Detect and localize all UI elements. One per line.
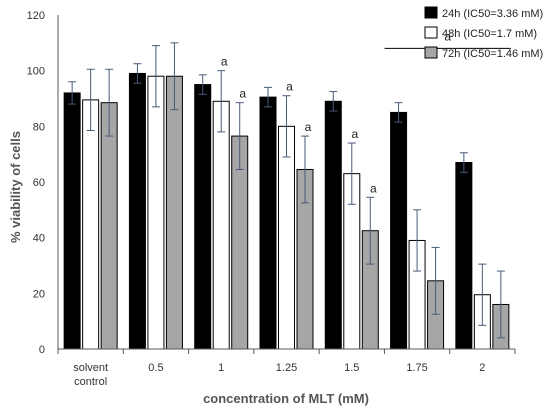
bar [63,92,81,350]
x-tick-label: control [74,376,107,388]
axes-layer [57,15,516,354]
x-axis-title: concentration of MLT (mM) [203,391,369,406]
bar [194,84,212,350]
significance-label: a [239,87,246,101]
legend: 24h (IC50=3.36 mM) 48h (IC50=1.7 mM) 72h (… [424,6,543,60]
x-axis-tick-labels: solvent control 0.5 1 1.25 1.5 1.75 2 [73,362,485,388]
significance-label: a [305,120,312,134]
bar [259,96,277,350]
y-tick-label: 40 [33,233,45,245]
bar [165,75,183,350]
significance-label: a [444,29,451,43]
bar [147,75,165,350]
x-tick-label: 1 [218,362,224,374]
legend-swatch [424,6,438,19]
significance-label: a [370,181,377,195]
bar [278,125,295,350]
legend-swatch [424,46,438,59]
y-axis-ticks: 0 20 40 60 80 100 120 [27,10,45,356]
y-tick-label: 80 [33,121,45,133]
bar [128,72,146,350]
y-axis-title: % viability of cells [8,131,23,243]
x-tick-label: 1.25 [276,362,297,374]
y-tick-label: 60 [33,177,45,189]
x-tick-label: 0.5 [148,362,163,374]
bar [82,99,100,350]
x-tick-label: 2 [479,362,485,374]
y-tick-label: 0 [39,344,45,356]
significance-label: a [221,55,228,69]
legend-label: 48h (IC50=1.7 mM) [442,28,537,40]
significance-label: a [351,127,358,141]
bar [455,162,473,350]
significance-markers: a a a a a a a [221,29,511,195]
x-tick-label: 1.75 [406,362,427,374]
bar [324,100,342,350]
x-tick-label: solvent [73,362,108,374]
bar [390,111,408,350]
y-tick-label: 120 [27,10,45,22]
bar [100,102,118,350]
legend-label: 24h (IC50=3.36 mM) [442,8,543,20]
bar [212,100,230,350]
legend-swatch [424,26,438,39]
error-bars-layer [68,42,505,339]
x-tick-label: 1.5 [344,362,359,374]
y-tick-label: 100 [27,66,45,78]
y-tick-label: 20 [33,288,45,300]
legend-label: 72h (IC50=1.46 mM) [442,48,543,60]
significance-label: a [286,80,293,94]
